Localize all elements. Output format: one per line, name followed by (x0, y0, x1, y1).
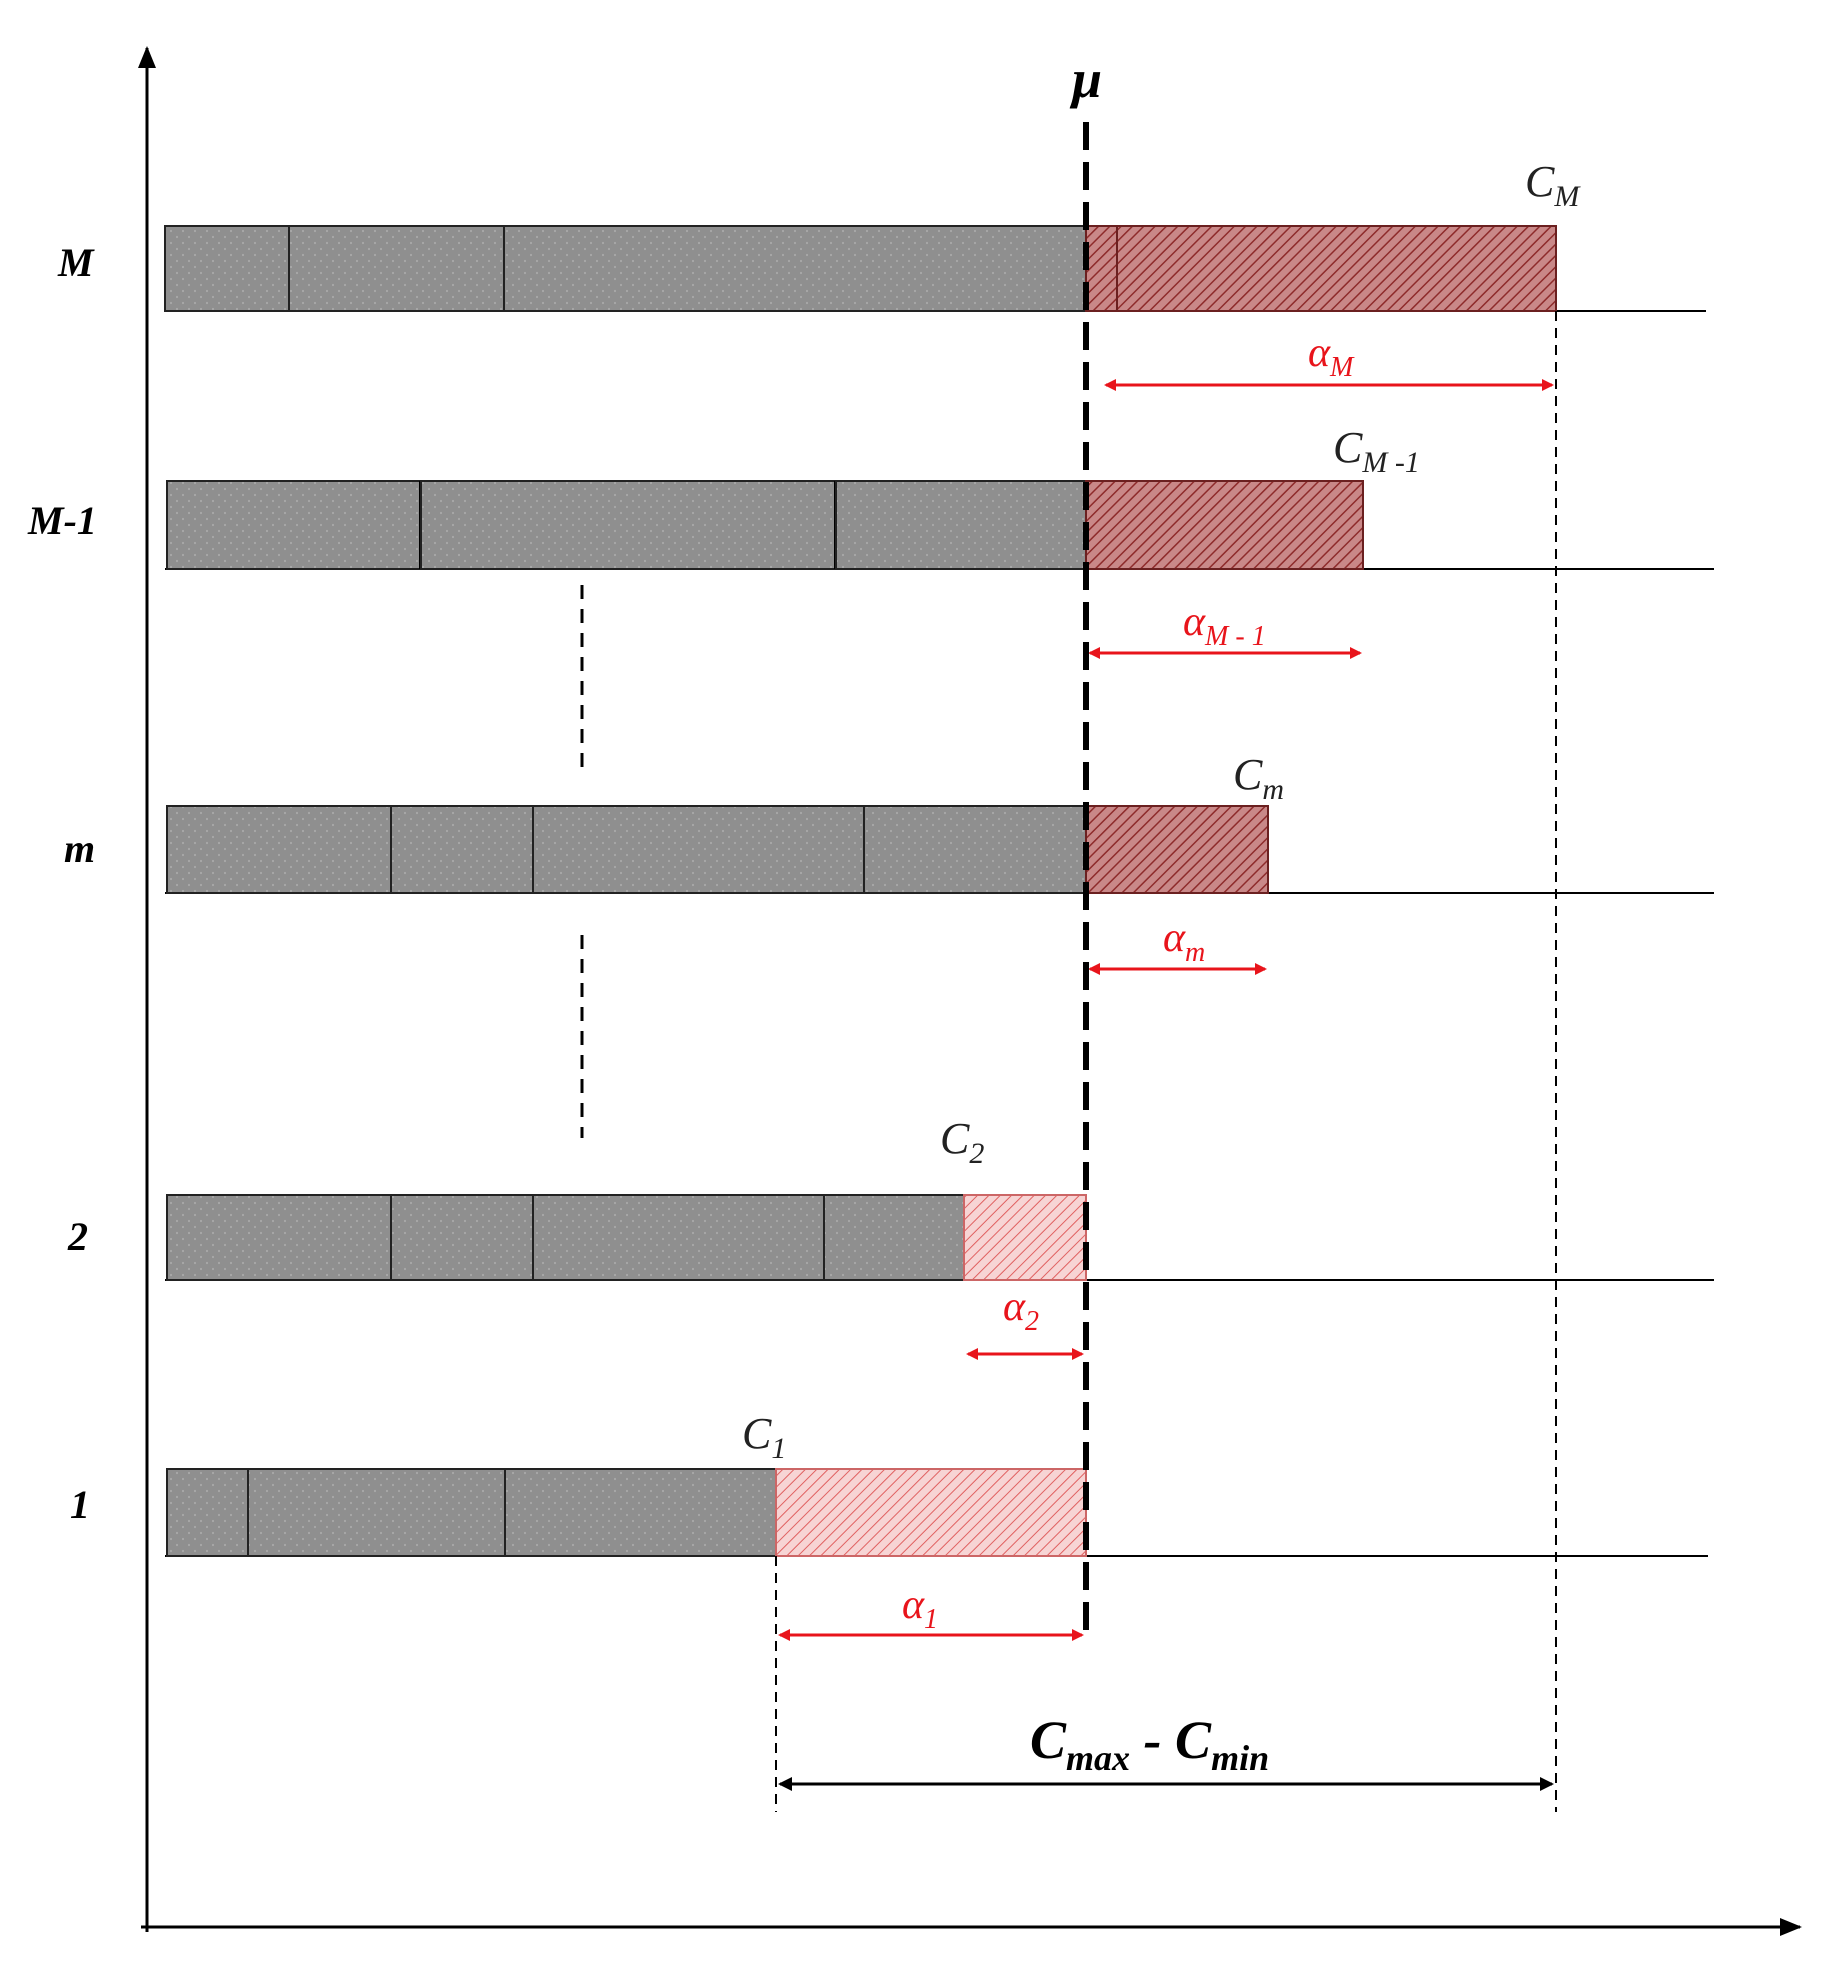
excess-block (1085, 480, 1364, 570)
completion-label-C-1: C1 (742, 1409, 786, 1465)
row-label-2: 2 (67, 1214, 88, 1259)
row-label-M-1: M-1 (27, 498, 97, 543)
alpha-label-M: αM (1308, 330, 1355, 383)
job-block (166, 1194, 392, 1281)
row-label-M: M (57, 240, 95, 285)
row-label-m: m (64, 826, 95, 871)
mean-label: μ (1069, 49, 1102, 109)
job-block (288, 225, 505, 312)
shortfall-block (775, 1468, 1087, 1557)
completion-label-C-m: Cm (1233, 750, 1284, 806)
job-block (390, 1194, 534, 1281)
alpha-label-2: α2 (1003, 1284, 1039, 1337)
job-block (420, 480, 837, 570)
job-block (166, 480, 422, 570)
machine-row-M-1: M-1 CM -1 αM - 1 (27, 423, 1714, 659)
completion-label-C-M-1: CM -1 (1333, 423, 1420, 479)
job-block (164, 225, 290, 312)
job-block (503, 225, 1087, 312)
alpha-label-M-1: αM - 1 (1183, 599, 1266, 652)
job-block (835, 480, 1087, 570)
job-block (166, 1468, 249, 1557)
machine-row-M: M CM αM (57, 157, 1706, 391)
shortfall-block (963, 1194, 1087, 1281)
job-block (390, 805, 534, 894)
completion-label-C-2: C2 (940, 1114, 984, 1170)
job-block (863, 805, 1087, 894)
excess-block (1085, 805, 1269, 894)
job-block (504, 1468, 777, 1557)
excess-block (1085, 225, 1557, 312)
job-block (247, 1468, 506, 1557)
job-block (532, 1194, 825, 1281)
machine-row-2: 2 C2 α2 (67, 1114, 1714, 1360)
alpha-label-m: αm (1163, 915, 1205, 968)
machine-row-1: 1 C1 α1 (70, 1409, 1708, 1641)
job-block (166, 805, 392, 894)
completion-label-C-M: CM (1525, 157, 1581, 213)
alpha-label-1: α1 (902, 1582, 938, 1635)
job-block (823, 1194, 965, 1281)
range-label: Cmax - Cmin (1030, 1710, 1269, 1778)
machine-row-m: m Cm αm (64, 750, 1714, 975)
row-label-1: 1 (70, 1482, 90, 1527)
job-block (532, 805, 865, 894)
